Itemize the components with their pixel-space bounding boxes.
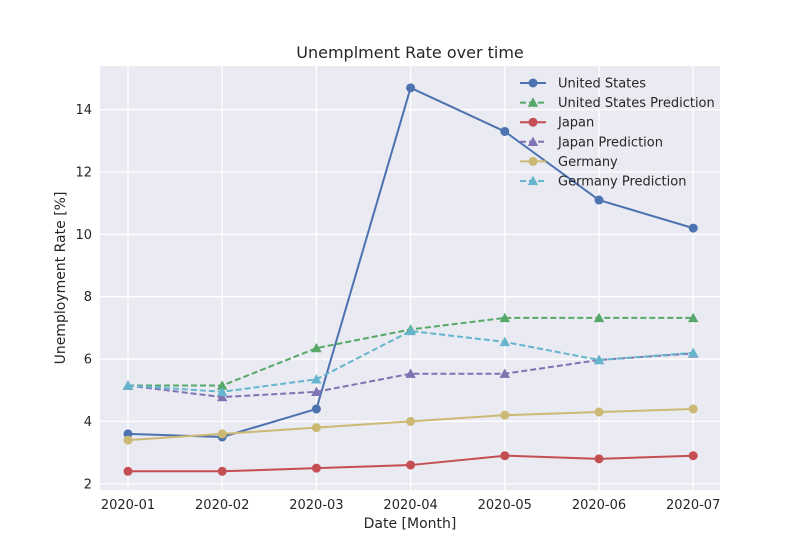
x-tick-label: 2020-05 xyxy=(478,498,532,513)
data-point xyxy=(499,312,510,323)
legend-entry: United States Prediction xyxy=(520,96,715,111)
data-point xyxy=(123,435,133,445)
data-point xyxy=(311,463,321,473)
data-point xyxy=(500,410,510,420)
data-point xyxy=(405,368,416,378)
legend-entry: Germany xyxy=(520,155,618,170)
legend-marker xyxy=(527,136,539,146)
y-tick-label: 10 xyxy=(75,228,92,243)
data-point xyxy=(217,391,228,402)
legend-entry: Japan xyxy=(520,116,594,131)
data-point xyxy=(688,223,698,233)
y-tick-label: 12 xyxy=(75,166,92,181)
legend-label: United States Prediction xyxy=(558,96,715,111)
data-point xyxy=(688,312,699,323)
x-tick-label: 2020-07 xyxy=(666,498,720,513)
data-point xyxy=(594,454,604,464)
data-point xyxy=(688,347,699,357)
data-point xyxy=(688,404,698,414)
data-point xyxy=(688,451,698,461)
legend-marker xyxy=(527,97,539,107)
data-point xyxy=(499,336,510,347)
data-point xyxy=(311,342,322,353)
legend-marker xyxy=(528,117,538,127)
series-4 xyxy=(123,404,698,445)
y-tick-label: 2 xyxy=(84,477,92,492)
y-axis-title: Unemployment Rate [%] xyxy=(53,192,69,365)
legend-entry: Germany Prediction xyxy=(520,175,686,190)
data-point xyxy=(593,354,605,365)
legend-label: Japan xyxy=(557,116,594,131)
data-point xyxy=(500,451,510,461)
legend-entry: Japan Prediction xyxy=(520,135,663,150)
data-point xyxy=(311,374,322,384)
data-point xyxy=(406,83,416,93)
y-tick-label: 8 xyxy=(84,290,92,305)
data-point xyxy=(406,460,416,470)
legend-label: Germany xyxy=(558,155,618,170)
data-point xyxy=(123,429,133,439)
data-point xyxy=(405,325,416,336)
data-point xyxy=(594,407,604,417)
data-point xyxy=(123,466,133,476)
grid xyxy=(100,66,720,490)
data-point xyxy=(311,404,321,414)
x-tick-label: 2020-03 xyxy=(289,498,343,513)
x-tick-label: 2020-01 xyxy=(101,498,155,513)
series-5 xyxy=(122,325,699,396)
x-tick-label: 2020-04 xyxy=(383,498,437,513)
data-point xyxy=(500,126,510,136)
series-2 xyxy=(123,451,698,476)
legend-marker xyxy=(528,78,538,88)
data-point xyxy=(217,386,228,396)
legend: United States United States Prediction Jap… xyxy=(520,77,715,190)
data-point xyxy=(593,312,605,323)
x-tick-label: 2020-02 xyxy=(195,498,249,513)
x-axis-title: Date [Month] xyxy=(364,516,457,532)
data-point xyxy=(217,380,228,390)
x-axis-ticks: 2020-01 2020-02 2020-03 2020-04 2020-05 2020-… xyxy=(101,498,721,513)
chart-title: Unemplment Rate over time xyxy=(296,43,524,62)
legend-marker xyxy=(527,175,539,186)
y-axis-ticks: 2 4 6 8 10 12 14 xyxy=(75,103,92,492)
data-point xyxy=(406,416,416,426)
legend-label: Japan Prediction xyxy=(557,135,663,150)
legend-label: Germany Prediction xyxy=(558,175,686,190)
series-group xyxy=(122,83,699,476)
data-point xyxy=(217,429,227,439)
y-tick-label: 14 xyxy=(75,103,92,118)
x-tick-label: 2020-06 xyxy=(572,498,626,513)
data-point xyxy=(499,368,510,378)
y-tick-label: 4 xyxy=(84,415,92,430)
data-point xyxy=(122,380,134,390)
data-point xyxy=(217,466,227,476)
data-point xyxy=(594,195,604,205)
legend-label: United States xyxy=(558,77,646,92)
y-tick-label: 6 xyxy=(84,353,92,368)
legend-marker xyxy=(528,156,538,166)
data-point xyxy=(311,423,321,433)
legend-entry: United States xyxy=(520,77,646,92)
data-point xyxy=(311,386,322,396)
